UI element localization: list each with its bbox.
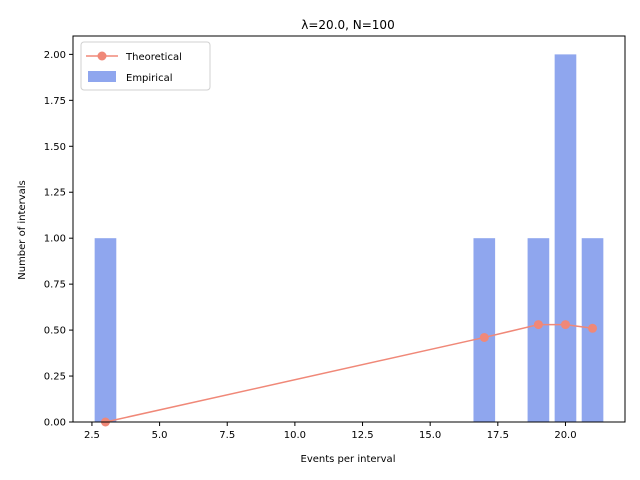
- x-axis-label: Events per interval: [301, 454, 396, 465]
- theoretical-point-20: [560, 320, 570, 330]
- x-tick-label: 2.5: [84, 430, 100, 441]
- bar-20: [554, 54, 577, 422]
- theoretical-point-17: [479, 332, 489, 342]
- chart-title: λ=20.0, N=100: [301, 18, 394, 32]
- x-tick-label: 17.5: [487, 430, 509, 441]
- plot-frame: [72, 35, 626, 423]
- plot-area: [94, 54, 604, 427]
- y-axis-label: Number of intervals: [17, 180, 28, 280]
- bar-3: [94, 238, 117, 422]
- legend-bar-swatch: [88, 71, 116, 82]
- y-tick-label: 1.25: [44, 188, 66, 199]
- x-tick-label: 12.5: [351, 430, 373, 441]
- theoretical-point-19: [533, 320, 543, 330]
- bar-19: [527, 238, 550, 422]
- y-tick-label: 1.50: [44, 142, 66, 153]
- x-tick-label: 5.0: [152, 430, 168, 441]
- y-tick-label: 2.00: [44, 50, 66, 61]
- y-tick-label: 1.75: [44, 96, 66, 107]
- legend-marker-swatch: [97, 51, 107, 61]
- y-tick-label: 0.50: [44, 326, 66, 337]
- y-tick-label: 1.00: [44, 234, 66, 245]
- y-tick-label: 0.25: [44, 372, 66, 383]
- y-tick-label: 0.75: [44, 280, 66, 291]
- y-tick-label: 0.00: [44, 418, 66, 429]
- x-tick-label: 10.0: [284, 430, 306, 441]
- x-tick-label: 7.5: [219, 430, 235, 441]
- theoretical-point-21: [588, 323, 598, 333]
- legend-label-theoretical: Theoretical: [125, 52, 182, 63]
- legend-label-empirical: Empirical: [126, 73, 172, 84]
- legend: Theoretical Empirical: [80, 41, 211, 91]
- x-tick-label: 20.0: [554, 430, 576, 441]
- theoretical-line: [105, 323, 593, 423]
- bar-17: [473, 238, 496, 422]
- x-axis: 2.5 5.0 7.5 10.0 12.5 15.0 17.5 20.0: [84, 422, 577, 441]
- x-tick-label: 15.0: [419, 430, 441, 441]
- y-axis: 0.00 0.25 0.50 0.75 1.00 1.25 1.50 1.75 2.00: [44, 50, 73, 429]
